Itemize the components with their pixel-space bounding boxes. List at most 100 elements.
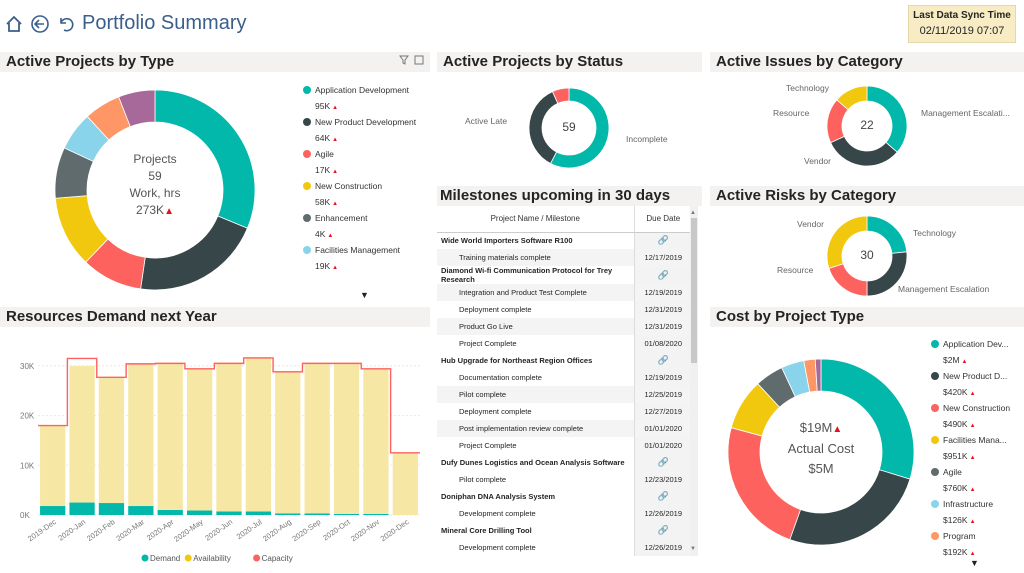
availability-bar[interactable] bbox=[392, 452, 418, 515]
cost-by-type-panel[interactable]: Cost by Project Type $19M▲ Actual Cost $… bbox=[710, 307, 1024, 573]
milestone-project-row[interactable]: Wide World Importers Software R100 🔗 bbox=[437, 232, 692, 249]
demand-bar[interactable] bbox=[128, 506, 154, 515]
demand-bar[interactable] bbox=[333, 514, 360, 515]
milestones-panel[interactable]: Milestones upcoming in 30 days Project N… bbox=[437, 186, 702, 573]
link-icon[interactable]: 🔗 bbox=[633, 454, 692, 471]
scroll-up-icon[interactable]: ▲ bbox=[690, 210, 696, 216]
legend-value: $951K bbox=[943, 451, 968, 461]
link-icon[interactable]: 🔗 bbox=[633, 522, 692, 539]
legend-label[interactable]: Capacity bbox=[262, 554, 293, 563]
legend-value: 19K bbox=[315, 261, 331, 271]
donut-slice[interactable] bbox=[836, 86, 868, 111]
milestone-project-row[interactable]: Doniphan DNA Analysis System 🔗 bbox=[437, 488, 692, 505]
demand-bar[interactable] bbox=[186, 510, 213, 515]
issues-by-category-panel[interactable]: Active Issues by Category 22 Technology … bbox=[710, 52, 1024, 182]
availability-bar[interactable] bbox=[245, 356, 272, 512]
filter-icon[interactable] bbox=[398, 54, 428, 68]
donut-slice[interactable] bbox=[789, 469, 911, 545]
availability-bar[interactable] bbox=[216, 363, 242, 512]
demand-bar[interactable] bbox=[275, 513, 301, 515]
resources-bar-chart[interactable]: 0K10K20K30K2019-Dec2020-Jan2020-Feb2020-… bbox=[0, 329, 430, 573]
milestone-project-row[interactable]: Diamond Wi-fi Communication Protocol for… bbox=[437, 266, 692, 284]
legend-scroll-down-icon[interactable]: ▼ bbox=[970, 558, 979, 568]
donut-slice[interactable] bbox=[866, 251, 907, 296]
milestone-project-row[interactable]: Hub Upgrade for Northeast Region Offices… bbox=[437, 352, 692, 369]
capacity-line[interactable] bbox=[38, 357, 420, 454]
donut-slice[interactable] bbox=[550, 88, 609, 168]
milestone-row[interactable]: Integration and Product Test Complete 12/… bbox=[437, 284, 692, 301]
donut-slice[interactable] bbox=[814, 359, 822, 392]
legend-label[interactable]: Demand bbox=[150, 554, 180, 563]
undo-icon[interactable] bbox=[56, 14, 76, 34]
status-label-active-late: Active Late bbox=[465, 116, 508, 126]
link-icon[interactable]: 🔗 bbox=[633, 232, 692, 249]
issues-label-technology: Technology bbox=[786, 83, 830, 93]
milestone-row[interactable]: Deployment complete 12/27/2019 bbox=[437, 403, 692, 420]
demand-bar[interactable] bbox=[157, 510, 183, 515]
availability-bar[interactable] bbox=[333, 363, 360, 515]
milestone-row[interactable]: Project Complete 01/08/2020 bbox=[437, 335, 692, 352]
risks-donut-chart[interactable] bbox=[827, 216, 907, 296]
link-icon[interactable]: 🔗 bbox=[633, 352, 692, 369]
milestone-row[interactable]: Product Go Live 12/31/2019 bbox=[437, 318, 692, 335]
milestone-row[interactable]: Pilot complete 12/25/2019 bbox=[437, 386, 692, 403]
availability-bar[interactable] bbox=[98, 377, 125, 504]
demand-bar[interactable] bbox=[98, 503, 125, 515]
milestone-project-row[interactable]: Dufy Dunes Logistics and Ocean Analysis … bbox=[437, 454, 692, 471]
donut-slice[interactable] bbox=[551, 88, 570, 104]
milestone-row[interactable]: Development complete 12/26/2019 bbox=[437, 505, 692, 522]
demand-bar[interactable] bbox=[69, 502, 95, 515]
col-header-due-date[interactable]: Due Date bbox=[633, 206, 692, 233]
type-donut-chart[interactable] bbox=[55, 90, 255, 290]
milestone-name: Documentation complete bbox=[459, 373, 542, 382]
milestone-project-row[interactable]: Mineral Core Drilling Tool 🔗 bbox=[437, 522, 692, 539]
availability-bar[interactable] bbox=[157, 363, 183, 511]
risks-by-category-panel[interactable]: Active Risks by Category 30 Vendor Techn… bbox=[710, 186, 1024, 301]
demand-bar[interactable] bbox=[304, 513, 330, 515]
milestone-row[interactable]: Documentation complete 12/19/2019 bbox=[437, 369, 692, 386]
link-icon[interactable]: 🔗 bbox=[633, 488, 692, 505]
donut-slice[interactable] bbox=[828, 263, 868, 296]
center-work-value: 273K bbox=[136, 203, 165, 217]
projects-by-status-panel[interactable]: Active Projects by Status 59 Active Late… bbox=[437, 52, 702, 182]
availability-bar[interactable] bbox=[304, 363, 330, 514]
donut-slice[interactable] bbox=[140, 215, 248, 290]
availability-bar[interactable] bbox=[128, 364, 154, 507]
cost-donut-chart[interactable] bbox=[728, 359, 914, 545]
milestone-row[interactable]: Training materials complete 12/17/2019 bbox=[437, 249, 692, 266]
availability-bar[interactable] bbox=[363, 368, 389, 515]
scroll-down-icon[interactable]: ▼ bbox=[690, 546, 696, 552]
demand-bar[interactable] bbox=[40, 506, 66, 515]
availability-bar[interactable] bbox=[275, 371, 301, 514]
availability-bar[interactable] bbox=[40, 425, 66, 507]
back-arrow-icon[interactable] bbox=[30, 14, 50, 34]
milestones-scroll-thumb[interactable] bbox=[691, 218, 697, 363]
legend-scroll-down-icon[interactable]: ▼ bbox=[360, 290, 369, 300]
status-donut-chart[interactable] bbox=[529, 88, 609, 168]
issues-donut-chart[interactable] bbox=[827, 86, 907, 166]
col-header-project[interactable]: Project Name / Milestone bbox=[437, 206, 634, 233]
link-icon[interactable]: 🔗 bbox=[633, 266, 692, 284]
donut-slice[interactable] bbox=[118, 90, 156, 128]
projects-by-type-panel[interactable]: Active Projects by Type Projects 59 Work… bbox=[0, 52, 430, 302]
availability-bar[interactable] bbox=[69, 365, 95, 503]
legend-name: Facilities Mana... bbox=[943, 435, 1007, 445]
milestone-row[interactable]: Pilot complete 12/23/2019 bbox=[437, 471, 692, 488]
due-date: 12/26/2019 bbox=[633, 539, 692, 556]
milestones-table: Project Name / Milestone Due Date Wide W… bbox=[437, 206, 692, 556]
availability-bar[interactable] bbox=[186, 369, 213, 511]
legend-label[interactable]: Availability bbox=[193, 554, 231, 563]
milestone-row[interactable]: Project Complete 01/01/2020 bbox=[437, 437, 692, 454]
demand-bar[interactable] bbox=[363, 514, 389, 515]
milestone-row[interactable]: Development complete 12/26/2019 bbox=[437, 539, 692, 556]
demand-bar[interactable] bbox=[216, 511, 242, 515]
resources-demand-panel[interactable]: Resources Demand next Year 0K 10K 20K 30K 20… bbox=[0, 307, 430, 573]
donut-slice[interactable] bbox=[827, 216, 868, 269]
milestone-row[interactable]: Post implementation review complete 01/01… bbox=[437, 420, 692, 437]
home-icon[interactable] bbox=[4, 14, 24, 34]
x-tick-label: 2020-Mar bbox=[115, 517, 147, 543]
up-triangle-icon: ▲ bbox=[332, 137, 339, 143]
milestone-row[interactable]: Deployment complete 12/31/2019 bbox=[437, 301, 692, 318]
milestones-scrollbar[interactable] bbox=[690, 206, 698, 556]
demand-bar[interactable] bbox=[245, 511, 272, 515]
